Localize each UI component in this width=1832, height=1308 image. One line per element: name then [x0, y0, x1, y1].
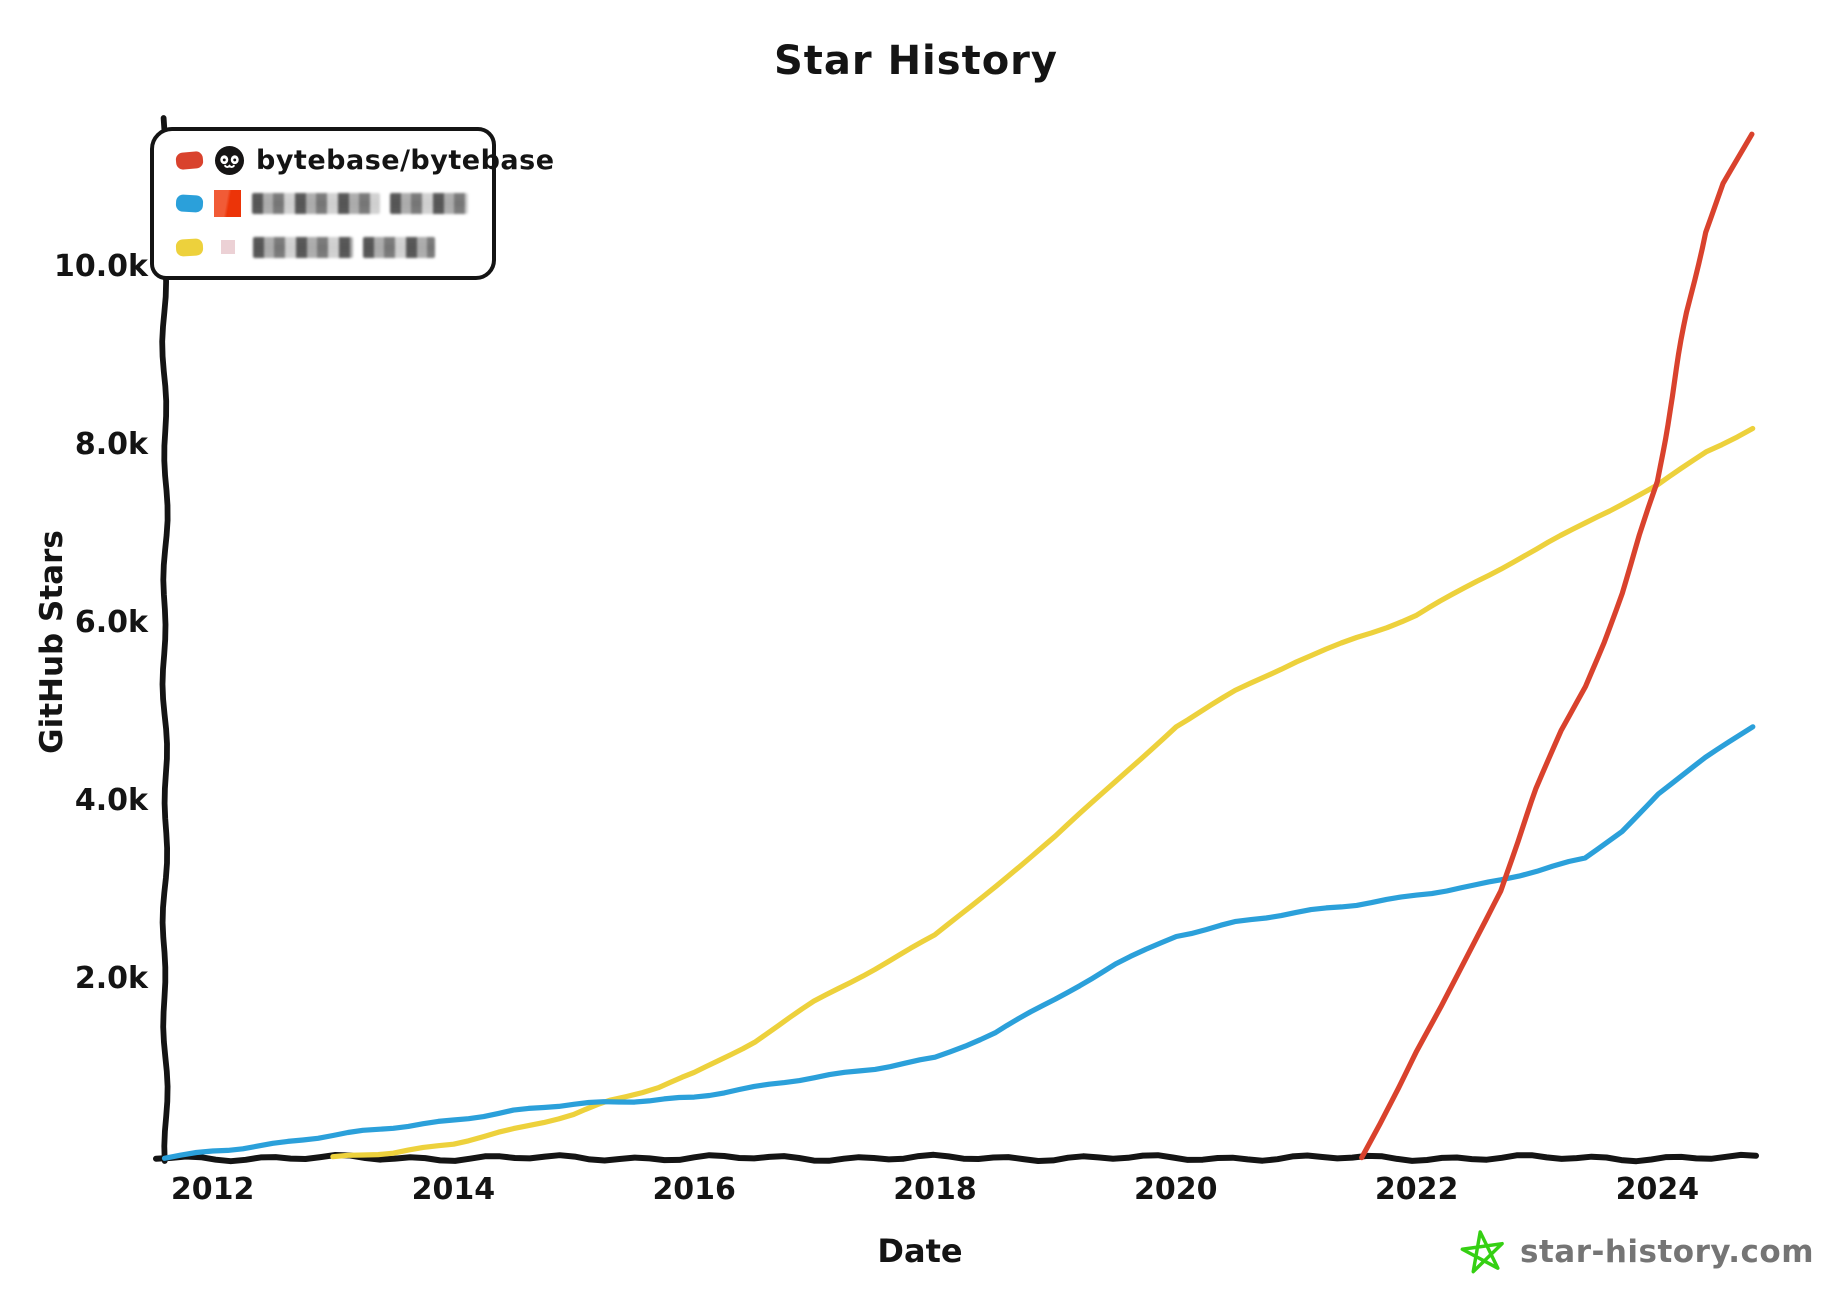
x-tick-label: 2012	[170, 1172, 255, 1207]
y-tick-label: 2.0k	[74, 961, 148, 996]
chart-title: Star History	[774, 38, 1058, 84]
legend-color-swatch-blue	[175, 194, 204, 213]
series-line-bytebase-bytebase[interactable]	[1359, 131, 1755, 1161]
brand-watermark: star-history.com	[1458, 1226, 1814, 1278]
x-tick-label: 2016	[652, 1172, 736, 1207]
legend-color-swatch-red	[175, 150, 204, 170]
legend-repo-name-redacted[interactable]	[252, 193, 468, 214]
legend-repo-name-redacted[interactable]	[253, 236, 435, 258]
y-tick-label: 10.0k	[54, 249, 148, 284]
legend: bytebase/bytebase	[150, 127, 554, 280]
brand-text: star-history.com	[1520, 1234, 1815, 1270]
series-line-redacted-repo-2[interactable]	[161, 724, 1756, 1161]
series-line-redacted-repo-3[interactable]	[330, 425, 1756, 1160]
x-tick-label: 2022	[1374, 1172, 1459, 1207]
redacted-avatar-pink	[221, 240, 235, 254]
redacted-avatar-orange	[214, 190, 241, 217]
legend-color-swatch-yellow	[175, 237, 204, 257]
legend-item-redacted-3[interactable]	[175, 231, 474, 263]
x-tick-label: 2018	[893, 1172, 977, 1207]
x-tick-label: 2020	[1134, 1172, 1218, 1207]
x-tick-label: 2024	[1615, 1172, 1700, 1207]
star-logo-icon	[1458, 1226, 1508, 1278]
y-axis-line	[159, 115, 171, 1164]
x-axis-line	[153, 1151, 1759, 1165]
legend-item-redacted-2[interactable]	[175, 188, 474, 220]
legend-item-bytebase[interactable]: bytebase/bytebase	[175, 144, 554, 176]
x-tick-label: 2014	[411, 1172, 496, 1207]
x-axis-label: Date	[877, 1232, 963, 1270]
y-axis-label: GitHub Stars	[34, 530, 70, 754]
legend-repo-name[interactable]: bytebase/bytebase	[256, 144, 555, 176]
y-tick-label: 4.0k	[74, 783, 148, 818]
y-tick-label: 6.0k	[74, 605, 148, 640]
github-icon	[214, 145, 245, 176]
y-tick-label: 8.0k	[74, 427, 148, 462]
